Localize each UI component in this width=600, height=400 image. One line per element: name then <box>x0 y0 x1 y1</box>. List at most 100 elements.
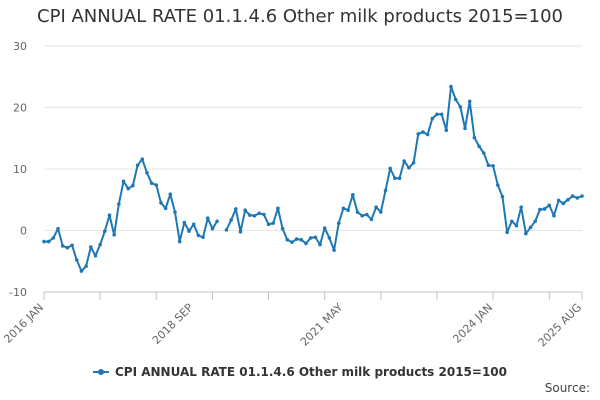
data-point <box>299 237 304 242</box>
data-point <box>88 245 93 249</box>
data-point <box>51 236 56 240</box>
data-point <box>168 192 173 197</box>
data-point <box>163 206 168 211</box>
data-point <box>407 165 411 170</box>
data-point <box>388 166 392 171</box>
data-point <box>103 229 107 233</box>
data-point <box>350 193 355 197</box>
data-point <box>234 207 238 211</box>
data-point <box>201 235 205 240</box>
data-point <box>505 230 509 235</box>
data-point <box>210 226 215 231</box>
data-point <box>131 183 135 188</box>
data-point <box>135 163 140 168</box>
data-point <box>510 219 514 224</box>
data-point <box>98 242 102 247</box>
data-point <box>449 84 453 89</box>
data-point <box>500 194 505 199</box>
data-point <box>248 213 252 217</box>
data-point <box>458 105 463 109</box>
data-point <box>285 237 290 242</box>
data-point <box>313 235 318 240</box>
data-point <box>126 186 131 191</box>
data-point <box>491 164 495 168</box>
data-point <box>65 245 70 250</box>
data-point <box>215 219 219 224</box>
source-label[interactable]: Source: <box>544 381 590 395</box>
data-point <box>580 194 584 198</box>
data-point <box>486 163 491 168</box>
data-point <box>112 233 116 237</box>
data-point <box>318 242 322 247</box>
data-point <box>266 222 271 227</box>
data-point <box>514 223 519 228</box>
data-point <box>280 226 285 231</box>
data-point <box>444 128 449 133</box>
data-point <box>416 132 421 136</box>
data-point <box>556 198 561 203</box>
data-point <box>191 222 196 227</box>
axes: -10 0 10 20 30 2016 JAN 2018 SEP 2021 MAY 2024 J… <box>1 40 584 349</box>
legend-item[interactable]: CPI ANNUAL RATE 01.1.4.6 Other milk prod… <box>92 365 508 379</box>
data-point <box>238 229 243 234</box>
data-point <box>177 239 182 244</box>
data-point <box>528 225 533 230</box>
y-tick-label: 30 <box>13 40 27 53</box>
data-point <box>304 241 308 246</box>
y-tick-label: 10 <box>13 163 27 176</box>
data-point <box>140 157 145 161</box>
x-tick-label: 2024 JAN <box>450 301 495 346</box>
series-line <box>43 85 583 273</box>
data-point <box>472 135 477 140</box>
data-point <box>360 213 364 218</box>
data-point <box>402 159 407 163</box>
data-point <box>566 197 570 202</box>
data-point <box>341 206 346 211</box>
data-point <box>575 196 580 200</box>
data-point <box>187 229 191 233</box>
data-point <box>84 264 88 268</box>
data-point <box>117 202 121 206</box>
data-point <box>70 243 74 248</box>
data-point <box>60 244 65 248</box>
data-point <box>397 176 402 181</box>
legend[interactable]: CPI ANNUAL RATE 01.1.4.6 Other milk prod… <box>0 362 600 379</box>
data-point <box>365 212 369 217</box>
data-point <box>411 161 416 165</box>
data-point <box>430 116 435 121</box>
data-point <box>308 236 313 240</box>
data-point <box>393 176 397 181</box>
data-point <box>294 237 299 241</box>
data-point <box>336 221 341 225</box>
data-point <box>467 99 472 104</box>
data-point <box>243 208 247 212</box>
data-point <box>542 207 547 211</box>
data-point <box>481 151 486 155</box>
data-point <box>205 216 210 220</box>
data-point <box>252 213 257 218</box>
data-point <box>519 205 523 209</box>
x-tick-label: 2018 SEP <box>150 301 196 347</box>
x-tick-label: 2025 AUG <box>536 301 585 350</box>
data-point <box>107 213 112 217</box>
data-point <box>74 258 79 262</box>
data-point <box>121 179 126 184</box>
y-tick-label: 20 <box>13 102 27 115</box>
data-point <box>495 183 500 187</box>
data-point <box>79 269 84 273</box>
legend-label: CPI ANNUAL RATE 01.1.4.6 Other milk prod… <box>114 365 508 379</box>
data-point <box>463 126 467 131</box>
data-point <box>570 194 575 198</box>
data-point <box>327 236 332 240</box>
legend-line-marker-icon <box>92 369 109 375</box>
data-point <box>374 205 378 209</box>
data-point <box>229 218 233 222</box>
x-tick-label: 2016 JAN <box>1 301 46 346</box>
data-point <box>346 208 350 212</box>
data-point <box>435 112 439 117</box>
data-point <box>56 226 60 231</box>
data-point <box>159 201 163 205</box>
data-point <box>93 253 98 258</box>
data-point <box>46 239 51 244</box>
